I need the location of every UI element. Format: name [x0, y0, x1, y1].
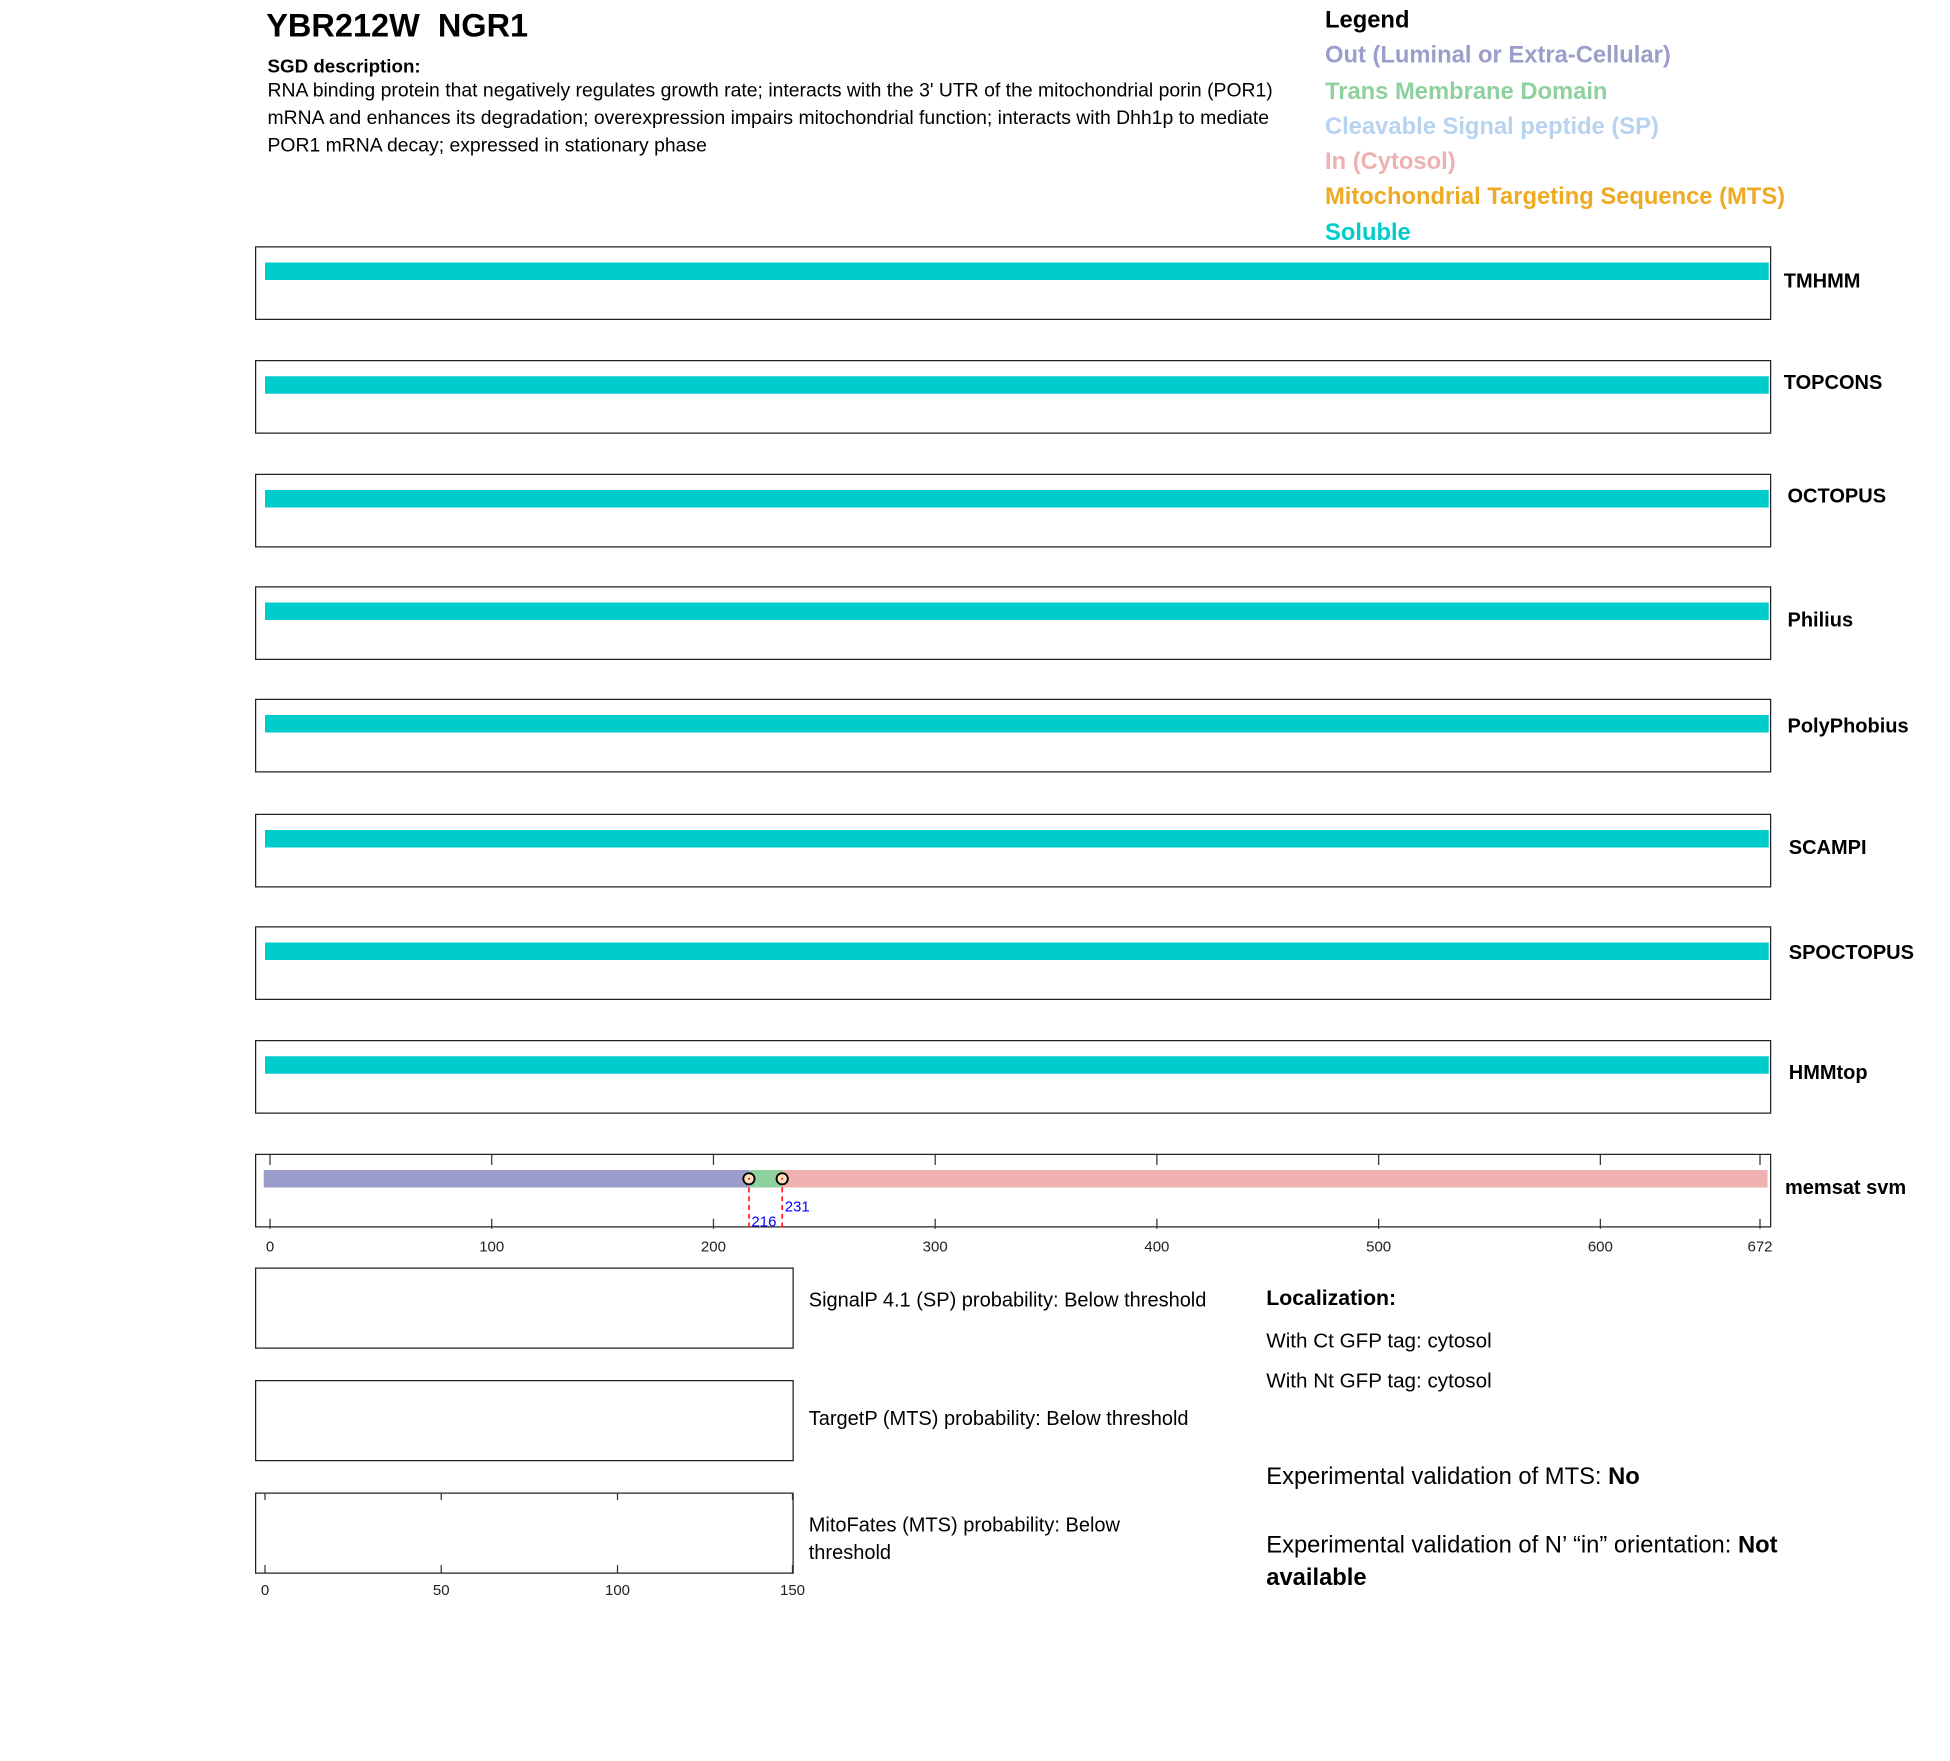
sgd-description: RNA binding protein that negatively regu…	[267, 80, 1273, 157]
sgd-heading: SGD description:	[267, 56, 421, 78]
boundary-label: 231	[785, 1198, 810, 1215]
signalp-text: SignalP 4.1 (SP) probability: Below thre…	[808, 1290, 1207, 1312]
segment-in	[782, 1170, 1768, 1188]
track-hmmtop	[255, 1040, 1772, 1114]
track-label: TMHMM	[1783, 271, 1861, 293]
track-topcons	[255, 360, 1772, 434]
soluble-bar	[265, 830, 1769, 848]
signalp-plot	[255, 1267, 794, 1349]
legend-title: Legend	[1325, 7, 1410, 34]
axis-tick-label: 0	[266, 1238, 274, 1255]
soluble-bar	[265, 715, 1769, 733]
axis-tick-label: 100	[605, 1582, 630, 1599]
legend-item: In (Cytosol)	[1325, 148, 1456, 176]
axis-tick-label: 672	[1747, 1238, 1772, 1255]
boundary-marker-dot	[781, 1177, 784, 1180]
targetp-text: TargetP (MTS) probability: Below thresho…	[808, 1408, 1189, 1430]
soluble-bar	[265, 1056, 1769, 1074]
page-title: YBR212W NGR1	[266, 6, 529, 44]
orientation-validation: Experimental validation of N’ “in” orien…	[1266, 1530, 1829, 1595]
legend: Legend Out (Luminal or Extra-Cellular) Tr…	[1325, 4, 1785, 252]
targetp-plot	[255, 1380, 794, 1462]
soluble-bar	[265, 942, 1769, 960]
mts-validation: Experimental validation of MTS: No	[1266, 1464, 1640, 1492]
boundary-marker-dot	[747, 1177, 750, 1180]
mitofates-plot	[255, 1492, 794, 1574]
track-spoctopus	[255, 926, 1772, 1000]
axis-tick-label: 400	[1144, 1238, 1169, 1255]
mts-validation-value: No	[1608, 1463, 1640, 1490]
axis-tick-label: 100	[479, 1238, 504, 1255]
segment-tm	[748, 1170, 783, 1188]
segment-out	[263, 1170, 749, 1188]
legend-item: Soluble	[1325, 219, 1411, 246]
axis-tick-label: 500	[1366, 1238, 1391, 1255]
axis-tick-label: 300	[923, 1238, 948, 1255]
track-label: Philius	[1787, 610, 1854, 632]
soluble-bar	[265, 376, 1769, 394]
axis-tick-label: 0	[261, 1582, 269, 1599]
legend-item: Out (Luminal or Extra-Cellular)	[1325, 42, 1671, 70]
track-scampi	[255, 813, 1772, 888]
track-label: HMMtop	[1788, 1062, 1868, 1084]
axis-tick-label: 200	[701, 1238, 726, 1255]
orientation-validation-value: Not available	[1266, 1532, 1778, 1592]
localization-heading: Localization:	[1266, 1286, 1397, 1310]
track-label-memsat: memsat svm	[1785, 1177, 1907, 1199]
axis-tick-label: 50	[433, 1582, 450, 1599]
orientation-validation-label: Experimental validation of N’ “in” orien…	[1266, 1532, 1738, 1559]
localization-nt: With Nt GFP tag: cytosol	[1266, 1370, 1492, 1393]
localization-ct: With Ct GFP tag: cytosol	[1266, 1330, 1492, 1353]
soluble-bar	[265, 602, 1769, 620]
track-polyphobius	[255, 698, 1772, 773]
legend-item: Cleavable Signal peptide (SP)	[1325, 113, 1659, 140]
memsat-track	[255, 1153, 1772, 1228]
mitofates-axis: 0 50 100 150	[261, 1492, 805, 1599]
axis-tick-label: 150	[780, 1582, 805, 1599]
boundary-label: 216	[751, 1213, 776, 1230]
track-philius	[255, 586, 1772, 660]
legend-item: Trans Membrane Domain	[1325, 78, 1608, 105]
soluble-bar	[265, 262, 1769, 280]
legend-item: Mitochondrial Targeting Sequence (MTS)	[1325, 184, 1786, 211]
track-label: SCAMPI	[1788, 837, 1867, 859]
track-tmhmm	[255, 246, 1772, 320]
track-label: OCTOPUS	[1787, 486, 1887, 508]
mts-validation-label: Experimental validation of MTS:	[1266, 1463, 1609, 1490]
axis-tick-label: 600	[1588, 1238, 1613, 1255]
track-label: TOPCONS	[1783, 372, 1883, 394]
mitofates-text: MitoFates (MTS) probability: Below thres…	[808, 1515, 1120, 1564]
track-label: SPOCTOPUS	[1788, 942, 1914, 964]
soluble-bar	[265, 490, 1769, 508]
track-octopus	[255, 473, 1772, 548]
track-label: PolyPhobius	[1787, 716, 1909, 738]
memsat-plot: 0 100 200 300 400 500 600 672 216 231	[263, 1155, 1773, 1255]
